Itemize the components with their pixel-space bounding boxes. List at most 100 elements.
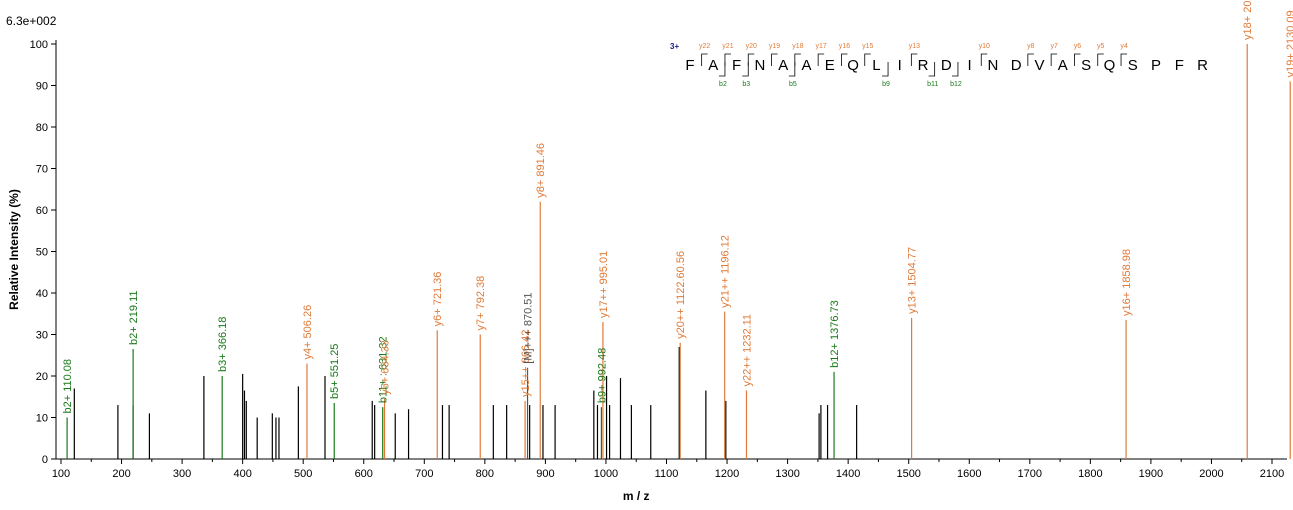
y-tick-label: 90 [36,81,48,93]
y-ion-bracket [864,53,871,66]
sequence-residue: S [1081,57,1091,74]
x-tick-label: 800 [476,468,494,480]
x-tick-label: 1100 [655,468,679,480]
peak-label: y7+ 792.38 [475,276,487,331]
peak-label: y8+ 891.46 [535,143,547,198]
y-ion-bracket [794,53,801,66]
b-ion-label: b3 [742,81,750,88]
sequence-residue: P [1151,57,1161,74]
y-ion-bracket [1120,53,1128,66]
x-tick-label: 600 [355,468,373,480]
y-ion-label: y18 [792,43,803,50]
x-axis-title: m / z [623,489,650,503]
b-ion-bracket [718,62,726,77]
y-ion-bracket [747,53,755,66]
y-ion-bracket [1027,53,1034,66]
sequence-residue: A [708,57,718,74]
sequence-residue: N [987,57,998,74]
x-tick-label: 700 [415,468,433,480]
b-ion-label: b2 [719,81,727,88]
x-tick-label: 300 [173,468,191,480]
peak-label: y20++ 1122.60.56 [675,251,687,339]
x-tick-label: 1000 [594,468,618,480]
y-ion-bracket [817,53,825,66]
sequence-residue: A [1058,57,1068,74]
x-tick-label: 400 [233,468,251,480]
x-tick-label: 200 [112,468,130,480]
x-tick-label: 500 [294,468,312,480]
y-tick-label: 30 [36,330,48,342]
y-ion-label: y19 [769,43,780,50]
x-tick-label: 1400 [836,468,860,480]
y-ion-bracket [724,53,731,66]
sequence-residue: R [1197,57,1208,74]
peak-label: y17++ 995.01 [598,251,610,318]
y-tick-label: 50 [36,247,48,259]
sequence-residue: D [941,57,952,74]
y-ion-label: y4 [1120,43,1128,50]
sequence-residue: V [1034,57,1044,74]
x-tick-label: 2000 [1199,468,1223,480]
peak-label: y19+ 2130.09 [1285,10,1293,77]
y-ion-label: y16 [839,43,850,50]
peak-label: b2+ 110.08 [62,359,74,414]
y-tick-label: 0 [42,454,48,466]
peak-label: b5+ 551.25 [329,344,341,399]
x-tick-label: 1500 [896,468,920,480]
b-ion-bracket [788,62,796,77]
y-ion-bracket [1097,53,1104,66]
y-ion-label: y10 [979,43,990,50]
y-ion-label: y22 [699,43,710,50]
x-tick-label: 1300 [775,468,799,480]
y-ion-bracket [771,53,778,66]
y-tick-label: 100 [30,39,48,51]
y-ion-bracket [1074,53,1081,66]
y-ion-label: y8 [1027,43,1035,50]
sequence-residue: I [968,57,972,74]
b-ion-bracket [882,62,889,77]
y-ion-label: y5 [1097,43,1105,50]
peak-label: b12+ 1376.73 [829,300,841,368]
sequence-residue: D [1011,57,1022,74]
sequence-residue: S [1128,57,1138,74]
peak-label: y18+ 2059.05 [1242,0,1254,40]
sequence-residue: F [1175,57,1184,74]
sequence-residue: N [754,57,765,74]
sequence-residue: A [778,57,788,74]
charge-state: 3+ [670,42,679,51]
y-tick-label: 80 [36,122,48,134]
peak-label: y21++ 1196.12 [720,235,732,308]
b-ion-label: b12 [950,81,962,88]
x-tick-label: 2100 [1260,468,1284,480]
y-tick-label: 40 [36,288,48,300]
sequence-residue: I [898,57,902,74]
b-ion-bracket [928,62,936,77]
y-ion-label: y7 [1050,43,1058,50]
intensity-scale-label: 6.3e+002 [6,14,57,28]
y-ion-bracket [701,53,708,66]
y-axis-title: Relative Intensity (%) [7,189,21,310]
y-ion-bracket [910,53,918,66]
y-ion-label: y15 [862,43,873,50]
y-ion-bracket [841,53,848,66]
x-tick-label: 1900 [1139,468,1163,480]
y-ion-label: y13 [909,43,920,50]
y-ion-label: y21 [722,43,733,50]
sequence-residue: F [685,57,694,74]
peak-label: y15++ 866.42 [520,330,532,397]
axes: 0 10 20 30 40 50 60 70 80 90 100 100 200 300 400 500 600… [30,39,1287,480]
sequence-residue: A [801,57,811,74]
y-ion-label: y6 [1074,43,1082,50]
x-tick-label: 100 [52,468,70,480]
b-ion-label: b11 [927,81,938,88]
y-ion-bracket [1050,53,1058,66]
y-tick-label: 70 [36,164,48,176]
y-ion-label: y20 [746,43,757,50]
sequence-residue: E [825,57,835,74]
peaks [66,44,1291,459]
x-tick-label: 1200 [715,468,739,480]
peak-labels: b2+ 110.08 b2+ 219.11 b3+ 366.18 b5+ 551.25… [62,0,1293,414]
peak-label: y16+ 1858.98 [1121,249,1133,316]
peak-label: [M]+++ 870.51 [523,292,535,363]
